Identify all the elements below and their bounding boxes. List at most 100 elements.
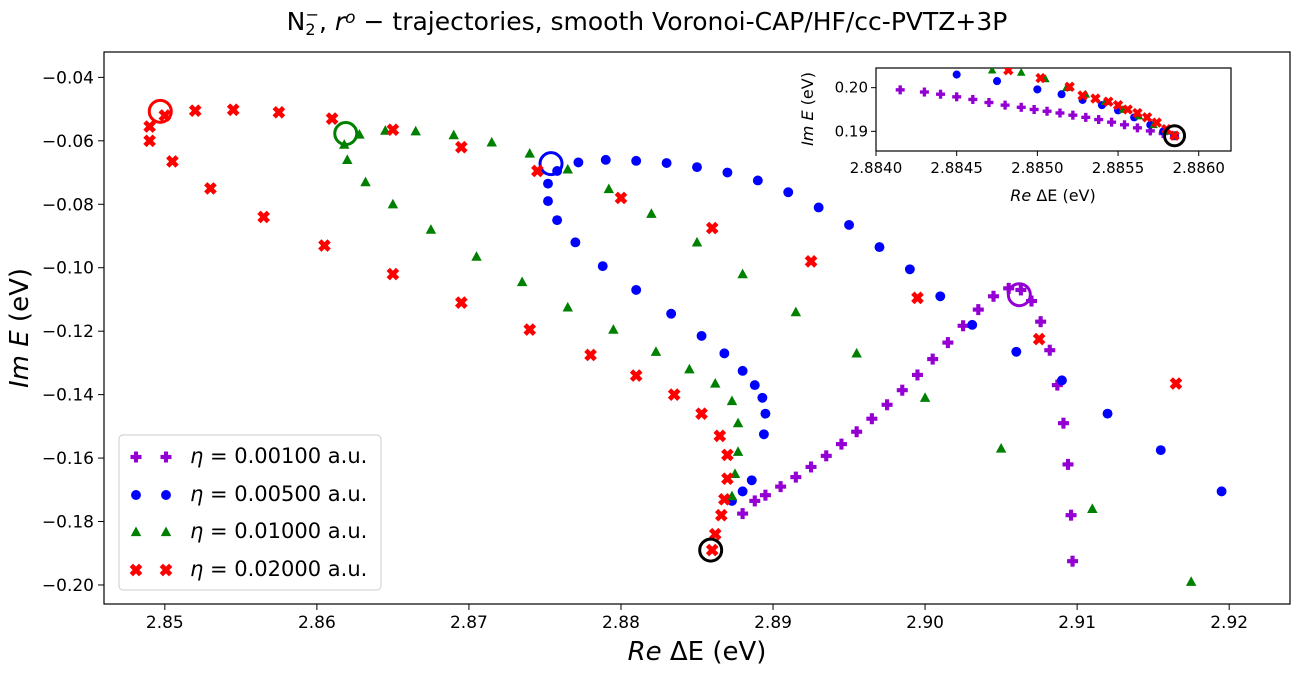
data-point-series-1: [783, 187, 794, 198]
data-point-series-0: [896, 384, 908, 396]
data-point-series-2: [425, 224, 437, 234]
legend-label-eta-0.01: η = 0.01000 a.u.: [190, 519, 367, 543]
data-point-series-0: [988, 290, 999, 302]
x-tick-label: 2.85: [146, 613, 184, 633]
data-point-series-3: [523, 323, 537, 336]
data-point-series-0: [749, 495, 761, 507]
data-point-series-1: [597, 261, 608, 272]
inset-data-point-series-3: [1151, 117, 1162, 128]
inset-data-point-series-0: [952, 92, 962, 102]
data-point-series-3: [584, 348, 597, 362]
inset-data-point-series-0: [1068, 110, 1078, 120]
data-point-series-3: [454, 140, 468, 154]
data-point-series-3: [188, 104, 202, 118]
data-point-series-0: [927, 353, 939, 365]
data-point-series-2: [562, 163, 573, 174]
title-n: N: [287, 7, 306, 36]
data-point-series-0: [972, 304, 984, 316]
data-point-series-1: [543, 196, 553, 207]
data-point-series-0: [911, 369, 923, 381]
legend-marker-series-2: [160, 526, 172, 537]
inset-data-point-series-0: [919, 87, 929, 97]
x-tick-label: 2.90: [906, 613, 944, 633]
data-point-series-3: [1169, 377, 1183, 390]
data-point-series-1: [1216, 486, 1227, 497]
inset-data-point-series-0: [1094, 115, 1104, 125]
data-point-series-1: [573, 157, 584, 168]
data-point-series-1: [967, 319, 978, 330]
y-tick-label: −0.12: [42, 322, 94, 342]
data-point-series-0: [942, 337, 954, 349]
data-point-series-1: [600, 154, 611, 165]
inset-x-axis-label: Re ΔE (eV): [1010, 186, 1095, 205]
legend-marker-series-2: [130, 526, 142, 537]
legend-marker-series-0: [160, 451, 172, 463]
data-point-series-2: [851, 347, 862, 358]
data-point-series-2: [995, 443, 1007, 453]
data-point-series-1: [631, 284, 642, 295]
data-point-series-3: [257, 210, 270, 224]
legend-label-eta-0.001: η = 0.00100 a.u.: [190, 444, 367, 468]
data-point-series-1: [543, 178, 553, 189]
data-point-series-0: [1015, 284, 1027, 296]
data-point-series-0: [775, 481, 787, 493]
y-tick-label: −0.18: [42, 513, 94, 533]
data-point-series-2: [516, 276, 528, 287]
data-point-series-2: [1185, 576, 1197, 586]
start-marker-series-3: [147, 98, 173, 124]
inset-axes-ticks: 2.8840 2.8845 2.8850 2.8855 2.8860 0.20 0.19: [835, 79, 1225, 177]
inset-data-point-series-1: [1057, 90, 1066, 99]
data-point-series-3: [911, 291, 924, 305]
data-point-series-1: [935, 291, 946, 302]
data-point-series-1: [746, 475, 757, 486]
inset-x-tick-label: 2.8840: [850, 159, 903, 177]
data-point-series-0: [881, 399, 893, 411]
data-point-series-3: [695, 407, 708, 420]
data-point-series-2: [919, 392, 931, 402]
inset-data-point-series-3: [1132, 107, 1143, 119]
data-point-series-2: [448, 129, 459, 140]
inset-data-point-series-3: [1141, 112, 1153, 123]
inset-data-point-series-0: [895, 85, 905, 95]
data-point-series-0: [759, 489, 771, 501]
converged-marker: [698, 537, 724, 563]
inset-points-clipped: [895, 68, 1187, 148]
data-point-series-2: [387, 198, 399, 209]
data-point-series-2: [410, 125, 421, 136]
data-point-series-0: [835, 438, 847, 450]
data-point-series-2: [603, 183, 615, 194]
x-tick-label: 2.87: [450, 613, 488, 633]
data-point-series-1: [552, 215, 563, 226]
data-point-series-1: [749, 380, 760, 391]
data-point-series-3: [721, 448, 734, 462]
data-point-series-1: [696, 330, 707, 341]
legend-markers: [129, 451, 173, 577]
inset-data-point-series-0: [1120, 120, 1129, 130]
data-point-series-3: [708, 527, 722, 541]
data-point-series-1: [737, 486, 748, 497]
inset-y-tick-label: 0.20: [835, 79, 868, 97]
inset-data-point-series-3: [1103, 96, 1114, 107]
x-tick-label: 2.92: [1210, 613, 1248, 633]
data-point-series-1: [692, 162, 702, 173]
data-point-series-3: [718, 492, 731, 506]
legend-marker-series-3: [159, 563, 173, 577]
data-point-series-3: [143, 120, 156, 133]
data-point-series-1: [722, 167, 733, 178]
data-point-series-1: [758, 429, 769, 440]
inset-data-points: [895, 68, 1187, 148]
data-point-series-2: [790, 306, 802, 317]
data-point-series-3: [705, 543, 719, 557]
y-tick-label: −0.06: [42, 132, 94, 152]
inset-data-point-series-1: [1033, 85, 1042, 94]
x-tick-label: 2.91: [1058, 613, 1096, 633]
inset-data-point-series-3: [1169, 130, 1180, 141]
data-point-series-0: [820, 450, 832, 462]
data-point-series-2: [608, 324, 619, 334]
x-tick-label: 2.86: [298, 613, 336, 633]
data-point-series-2: [1087, 503, 1098, 513]
data-point-series-2: [737, 268, 748, 279]
data-point-series-1: [757, 392, 768, 403]
inset-data-point-series-0: [984, 98, 994, 108]
